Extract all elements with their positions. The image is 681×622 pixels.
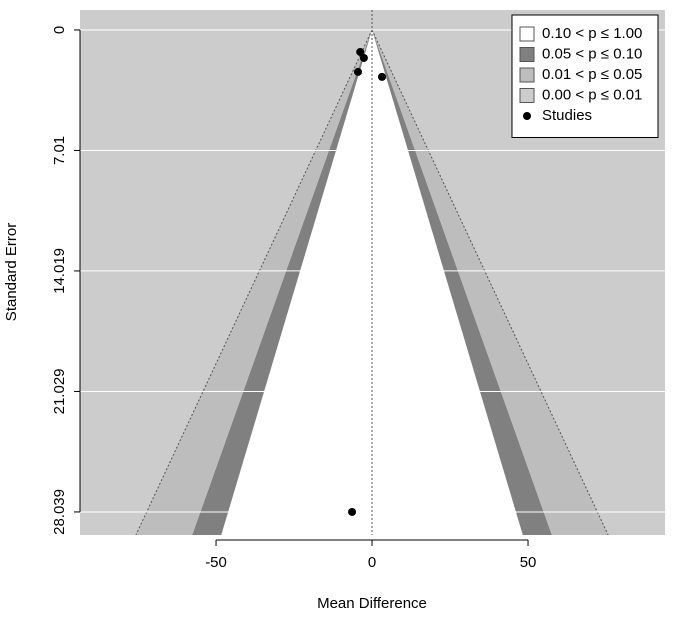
legend-label: 0.00 < p ≤ 0.01 xyxy=(542,86,642,103)
x-tick-label: -50 xyxy=(205,554,227,571)
legend-label: 0.01 < p ≤ 0.05 xyxy=(542,66,642,83)
legend-swatch xyxy=(519,26,535,42)
legend-label: 0.05 < p ≤ 0.10 xyxy=(542,45,642,62)
x-tick-label: 50 xyxy=(520,554,537,571)
study-point xyxy=(348,507,357,516)
study-point xyxy=(378,72,387,81)
study-point xyxy=(353,67,362,76)
legend-label: 0.10 < p ≤ 1.00 xyxy=(542,25,642,42)
study-point xyxy=(359,53,368,62)
legend-box xyxy=(511,14,659,138)
funnel-edge xyxy=(371,29,609,535)
y-axis-label: Standard Error xyxy=(3,223,20,321)
x-axis-label: Mean Difference xyxy=(317,595,427,612)
legend-swatch xyxy=(519,67,535,83)
y-tick-label: 14.019 xyxy=(51,248,68,294)
x-tick-label: 0 xyxy=(368,554,376,571)
y-tick-label: 28.039 xyxy=(51,489,68,535)
legend-marker xyxy=(523,112,531,120)
legend-swatch xyxy=(519,47,535,62)
legend-swatch xyxy=(519,88,535,103)
y-tick-label: 0 xyxy=(51,26,68,34)
y-tick-label: 21.029 xyxy=(51,368,68,414)
study-point xyxy=(356,47,365,56)
funnel-edge xyxy=(135,29,373,535)
y-tick-label: 7.01 xyxy=(51,136,68,165)
legend-label: Studies xyxy=(542,107,592,124)
